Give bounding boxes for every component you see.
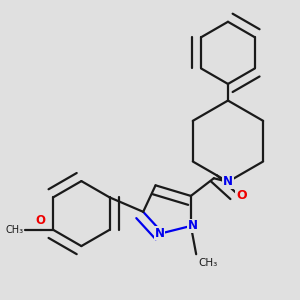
Text: CH₃: CH₃ <box>198 258 217 268</box>
Text: N: N <box>155 226 165 239</box>
Text: N: N <box>188 219 198 232</box>
Text: O: O <box>36 214 46 227</box>
Text: N: N <box>223 175 233 188</box>
Text: O: O <box>236 189 247 203</box>
Text: CH₃: CH₃ <box>5 225 23 235</box>
